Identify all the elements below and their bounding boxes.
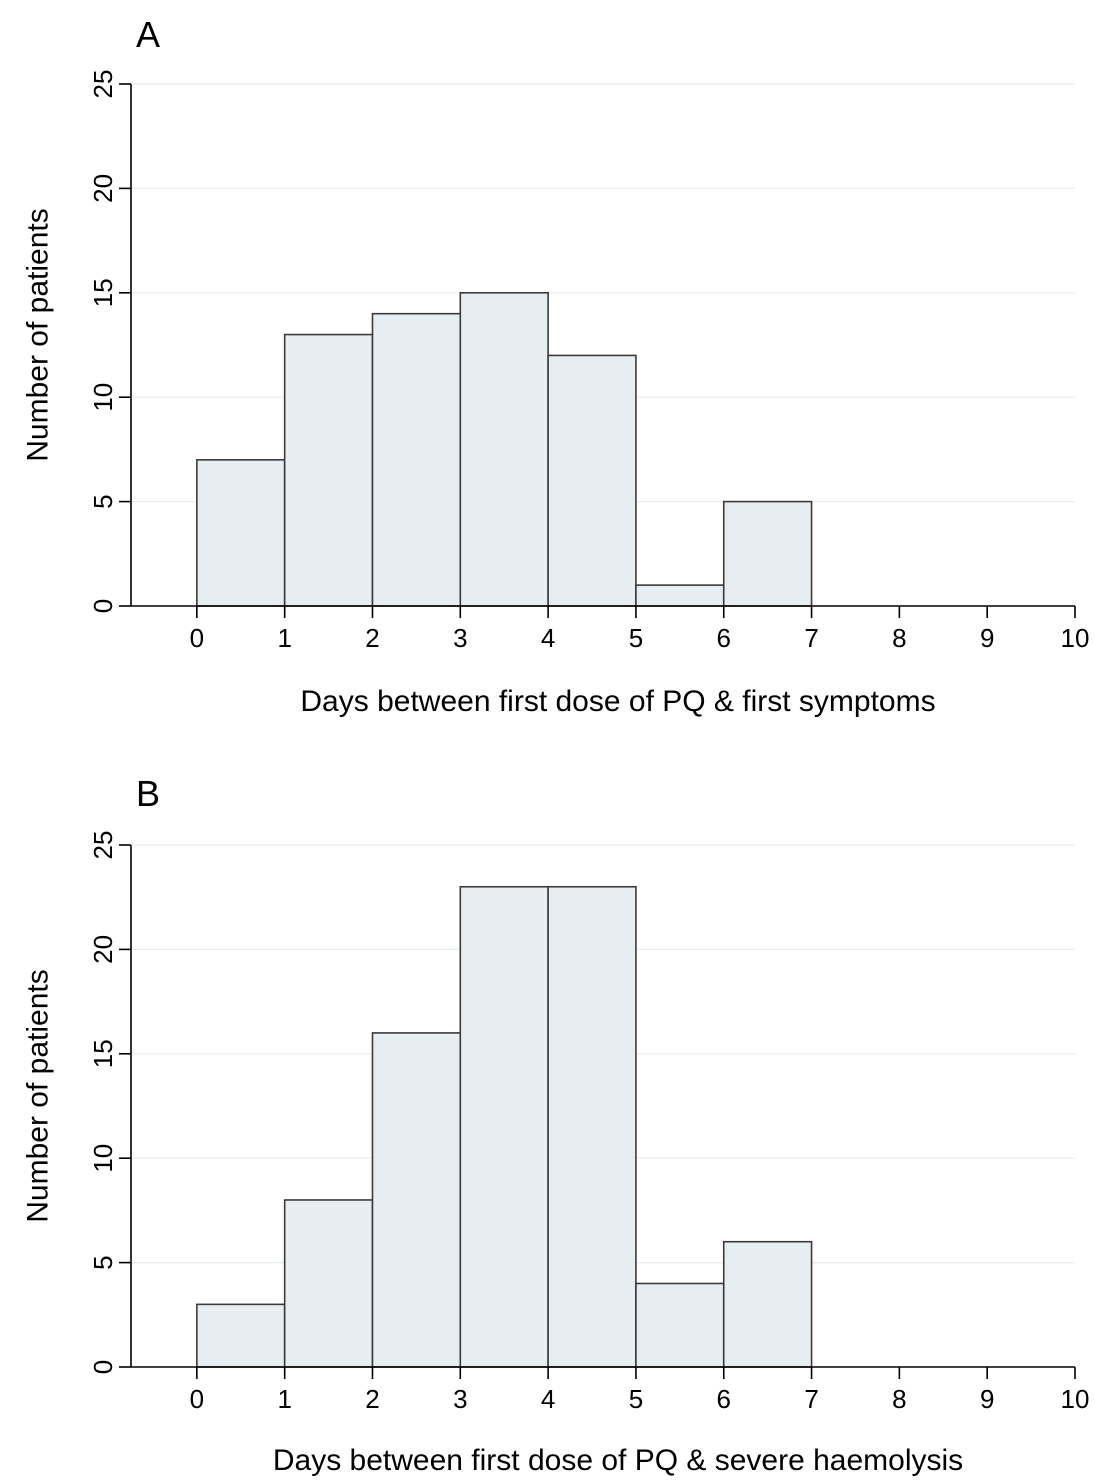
x-tick-label: 4 (541, 1384, 555, 1414)
x-tick-label: 10 (1061, 1384, 1090, 1414)
panel-label: B (136, 773, 160, 814)
y-tick-label: 5 (88, 494, 118, 508)
histogram-bar (722, 500, 813, 607)
x-axis-title: Days between first dose of PQ & first sy… (300, 685, 935, 718)
x-tick-label: 9 (980, 1384, 994, 1414)
x-tick-label: 8 (892, 1384, 906, 1414)
x-tick-label: 2 (365, 623, 379, 653)
histogram-bar (459, 885, 549, 1368)
histogram-bar (459, 291, 549, 607)
x-tick-label: 7 (804, 623, 818, 653)
histogram-bar (283, 1199, 374, 1368)
y-tick-label: 25 (88, 70, 118, 99)
y-tick-label: 15 (88, 278, 118, 307)
y-tick-label: 5 (88, 1255, 118, 1269)
x-tick-label: 2 (365, 1384, 379, 1414)
panel-label: A (136, 14, 160, 55)
x-tick-label: 6 (717, 1384, 731, 1414)
x-tick-label: 0 (190, 1384, 204, 1414)
histogram-bar (371, 312, 462, 607)
histogram-bar (635, 584, 725, 607)
x-tick-label: 3 (453, 1384, 467, 1414)
histogram-bar (283, 333, 374, 607)
x-tick-label: 1 (277, 1384, 291, 1414)
y-tick-label: 10 (88, 383, 118, 412)
y-tick-label: 25 (88, 831, 118, 860)
histogram-bar (635, 1282, 725, 1368)
y-tick-label: 15 (88, 1039, 118, 1068)
x-tick-label: 0 (190, 623, 204, 653)
y-axis-title: Number of patients (22, 208, 55, 461)
y-tick-label: 20 (88, 174, 118, 203)
histogram-bar (196, 459, 286, 607)
x-tick-label: 1 (277, 623, 291, 653)
chart-panel-b: 0 5 10 15 20 25 0 1 2 3 4 5 6 7 8 9 10 B Days between firs… (22, 773, 1090, 1477)
x-tick-label: 10 (1061, 623, 1090, 653)
x-tick-label: 9 (980, 623, 994, 653)
x-tick-label: 4 (541, 623, 555, 653)
x-tick-label: 8 (892, 623, 906, 653)
histogram-bar (547, 354, 637, 607)
x-tick-label: 5 (629, 623, 643, 653)
x-tick-label: 7 (804, 1384, 818, 1414)
chart-panel-a: 0 5 10 15 20 25 0 1 2 3 4 5 6 7 8 9 10 A Days between firs… (22, 14, 1090, 718)
x-tick-label: 6 (717, 623, 731, 653)
y-tick-label: 20 (88, 935, 118, 964)
y-tick-label: 0 (88, 1360, 118, 1374)
y-axis-title: Number of patients (22, 969, 55, 1222)
y-tick-label: 10 (88, 1144, 118, 1173)
histogram-bar (722, 1240, 813, 1368)
histogram-bar (371, 1032, 462, 1368)
y-tick-label: 0 (88, 599, 118, 613)
x-tick-label: 5 (629, 1384, 643, 1414)
histogram-bar (196, 1303, 286, 1368)
histogram-bar (547, 885, 637, 1368)
x-tick-label: 3 (453, 623, 467, 653)
x-axis-title: Days between first dose of PQ & severe h… (273, 1444, 963, 1477)
